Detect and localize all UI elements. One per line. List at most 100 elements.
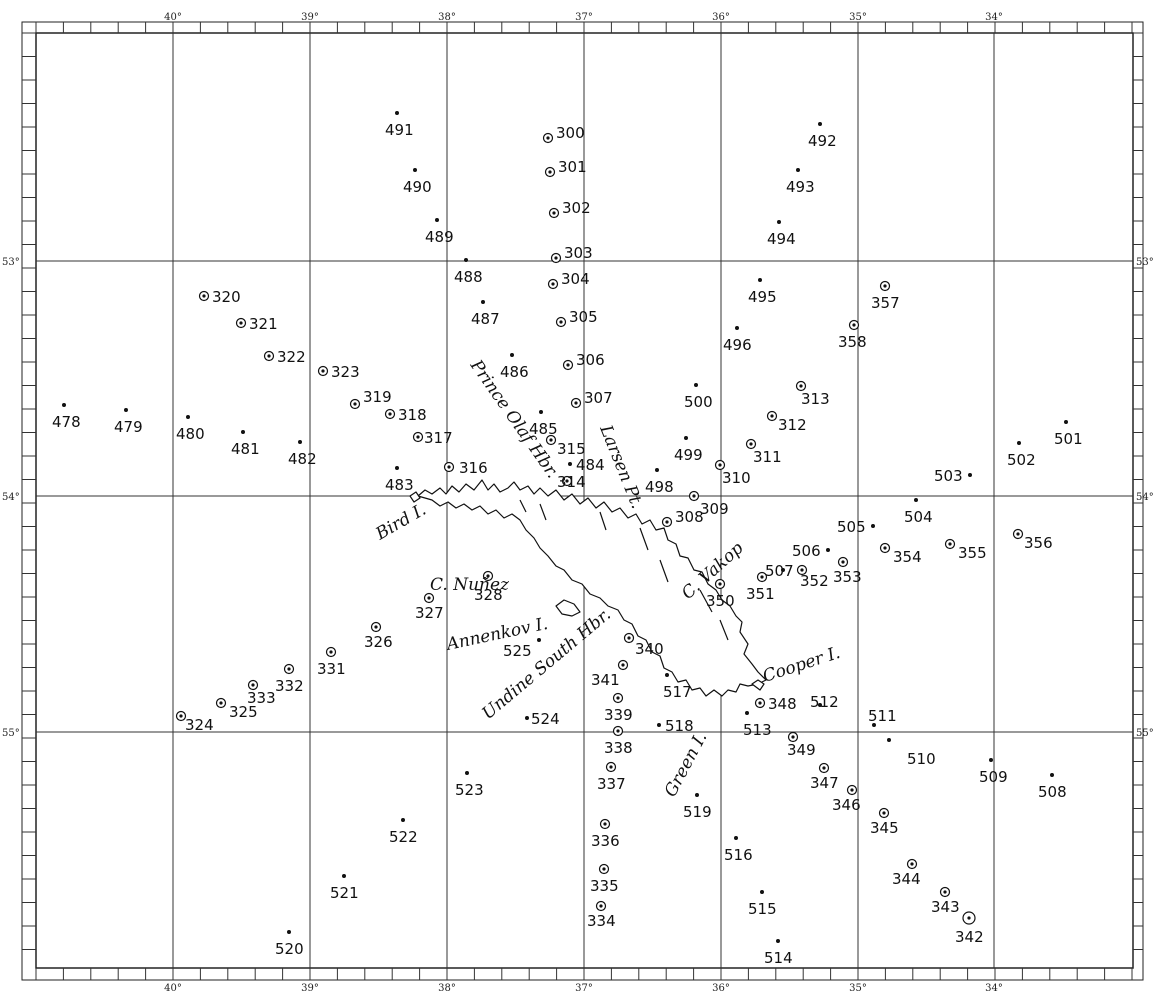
station-center-dot — [800, 568, 804, 572]
right-lat-label: 54° — [1136, 492, 1153, 503]
station-345: 345 — [870, 807, 899, 837]
station-344: 344 — [892, 858, 921, 888]
station-number: 489 — [425, 228, 454, 246]
station-514: 514 — [764, 939, 793, 967]
station-number: 354 — [893, 548, 922, 566]
annenkov-island — [555, 599, 581, 617]
station-number: 331 — [317, 660, 346, 678]
station-number: 324 — [185, 716, 214, 734]
station-348: 348 — [754, 695, 797, 713]
station-dot-marker — [684, 436, 688, 440]
station-dot-marker — [657, 723, 661, 727]
station-dot-marker — [777, 220, 781, 224]
station-dot-marker — [665, 673, 669, 677]
station-number: 512 — [810, 693, 839, 711]
station-number: 302 — [562, 199, 591, 217]
station-number: 524 — [531, 710, 560, 728]
station-dot-marker — [734, 836, 738, 840]
fjord-inlets — [519, 499, 729, 641]
station-487: 487 — [471, 300, 500, 328]
station-486: 486 — [500, 353, 529, 381]
bottom-lon-label: 40° — [164, 983, 182, 994]
station-number: 486 — [500, 363, 529, 381]
station-488: 488 — [454, 258, 483, 286]
station-number: 519 — [683, 803, 712, 821]
station-number: 510 — [907, 750, 936, 768]
station-number: 356 — [1024, 534, 1053, 552]
station-489: 489 — [425, 218, 454, 246]
station-355: 355 — [944, 538, 987, 562]
station-304: 304 — [547, 270, 590, 290]
station-336: 336 — [591, 818, 620, 850]
station-dot-marker — [481, 300, 485, 304]
station-dot-marker — [298, 440, 302, 444]
station-dot-marker — [968, 473, 972, 477]
station-number: 491 — [385, 121, 414, 139]
station-number: 317 — [424, 429, 453, 447]
station-354: 354 — [879, 542, 922, 566]
station-506: 506 — [792, 542, 830, 560]
station-number: 490 — [403, 178, 432, 196]
station-center-dot — [447, 465, 451, 469]
station-503: 503 — [934, 467, 972, 485]
station-dot-marker — [1017, 441, 1021, 445]
station-number: 358 — [838, 333, 867, 351]
station-dot-marker — [395, 111, 399, 115]
station-524: 524 — [525, 710, 560, 728]
station-dot-marker — [694, 383, 698, 387]
station-center-dot — [967, 916, 971, 920]
station-482: 482 — [288, 440, 317, 468]
station-341: 341 — [591, 659, 629, 689]
station-number: 345 — [870, 819, 899, 837]
station-number: 506 — [792, 542, 821, 560]
station-dot-marker — [401, 818, 405, 822]
station-306: 306 — [562, 351, 605, 371]
station-number: 513 — [743, 721, 772, 739]
station-number: 479 — [114, 418, 143, 436]
station-dot-marker — [413, 168, 417, 172]
station-center-dot — [427, 596, 431, 600]
station-513: 513 — [743, 711, 772, 739]
station-number: 306 — [576, 351, 605, 369]
station-334: 334 — [587, 900, 616, 930]
station-504: 504 — [904, 498, 933, 526]
station-dot-marker — [568, 462, 572, 466]
station-507: 507 — [765, 562, 794, 580]
bottom-lon-label: 36° — [712, 983, 730, 994]
station-dot-marker — [464, 258, 468, 262]
station-500: 500 — [684, 383, 713, 411]
left-lat-label: 54° — [2, 492, 20, 503]
cooper-island — [751, 679, 765, 691]
station-338: 338 — [604, 725, 633, 757]
station-center-dot — [1016, 532, 1020, 536]
station-number: 313 — [801, 390, 830, 408]
station-number: 311 — [753, 448, 782, 466]
station-dot-marker — [887, 738, 891, 742]
station-number: 318 — [398, 406, 427, 424]
station-number: 521 — [330, 884, 359, 902]
station-521: 521 — [330, 874, 359, 902]
station-353: 353 — [833, 556, 862, 586]
station-center-dot — [883, 546, 887, 550]
station-number: 503 — [934, 467, 963, 485]
station-dot-marker — [872, 723, 876, 727]
station-center-dot — [353, 402, 357, 406]
station-number: 499 — [674, 446, 703, 464]
station-center-dot — [718, 463, 722, 467]
station-dot-marker — [241, 430, 245, 434]
station-center-dot — [566, 363, 570, 367]
station-center-dot — [374, 625, 378, 629]
station-number: 517 — [663, 683, 692, 701]
station-center-dot — [850, 788, 854, 792]
top-lon-label: 37° — [575, 12, 593, 23]
station-number: 303 — [564, 244, 593, 262]
station-313: 313 — [795, 380, 830, 408]
station-number: 336 — [591, 832, 620, 850]
station-center-dot — [603, 822, 607, 826]
station-515: 515 — [748, 890, 777, 918]
stations: 491 490 489 488 487 486 485 484 483 482 481 480 479 4… — [52, 111, 1083, 967]
station-346: 346 — [832, 784, 861, 814]
station-center-dot — [219, 701, 223, 705]
station-number: 525 — [503, 642, 532, 660]
bottom-lon-label: 38° — [438, 983, 456, 994]
